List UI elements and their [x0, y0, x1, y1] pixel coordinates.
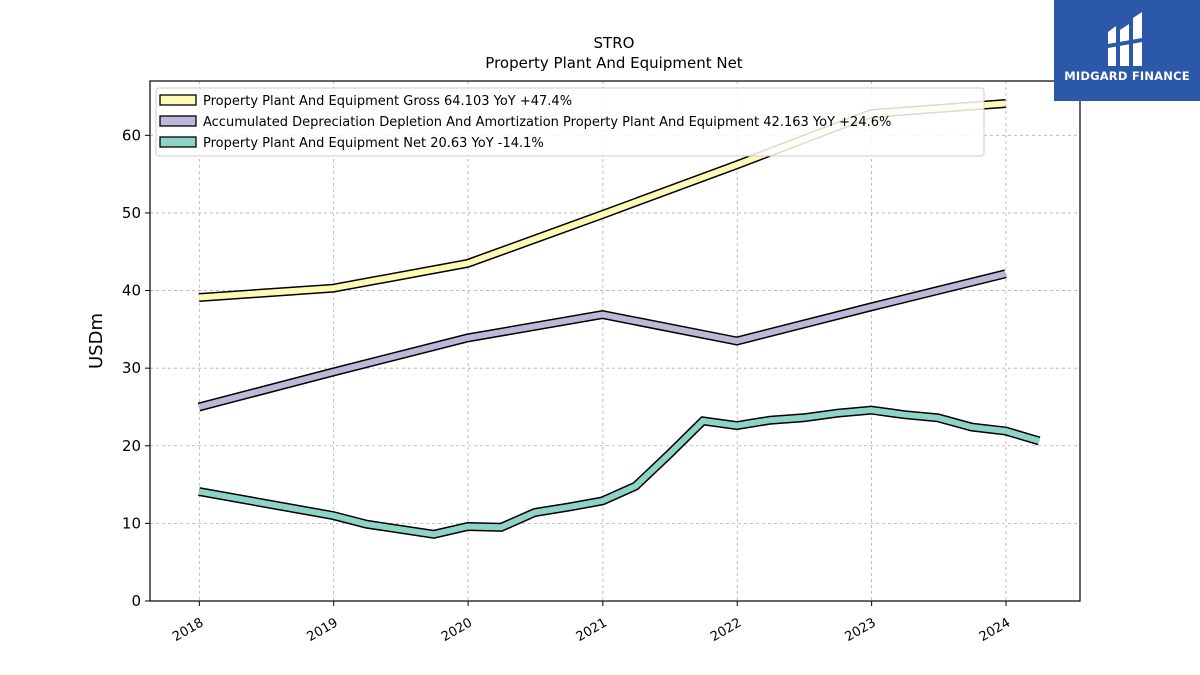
y-tick-label: 50	[122, 204, 141, 222]
y-tick-label: 60	[122, 126, 141, 144]
x-tick-label: 2022	[708, 615, 744, 645]
legend-label: Property Plant And Equipment Net 20.63 Y…	[203, 136, 544, 151]
series-line-1	[198, 270, 1007, 410]
y-tick-label: 40	[122, 282, 141, 300]
brand-name: MIDGARD FINANCE	[1064, 69, 1190, 83]
x-tick-label: 2021	[574, 615, 610, 645]
y-axis: 0 10 20 30 40 50 60	[122, 126, 150, 610]
series-outline-1	[197, 269, 1007, 412]
series-line-2	[198, 407, 1040, 538]
legend-swatch	[159, 115, 197, 127]
y-tick-label: 0	[131, 592, 141, 610]
y-tick-label: 30	[122, 359, 141, 377]
y-tick-label: 10	[122, 514, 141, 532]
x-tick-label: 2024	[977, 615, 1013, 645]
legend-box	[155, 87, 985, 157]
x-tick-label: 2023	[842, 615, 878, 645]
legend-swatch	[159, 136, 197, 148]
x-tick-label: 2020	[439, 615, 475, 645]
x-tick-label: 2018	[170, 615, 206, 645]
grid	[150, 81, 1080, 602]
y-tick-label: 20	[122, 437, 141, 455]
x-axis: 2018 2019 2020 2021 2022 2023 2024	[170, 601, 1013, 645]
legend-label: Accumulated Depreciation Depletion And A…	[203, 115, 891, 130]
y-axis-label: USDm	[86, 313, 107, 369]
legend-label: Property Plant And Equipment Gross 64.10…	[203, 94, 572, 109]
plot-frame	[149, 80, 1081, 602]
legend-swatch	[159, 94, 197, 106]
x-tick-label: 2019	[305, 615, 341, 645]
legend: Property Plant And Equipment Gross 64.10…	[155, 87, 985, 157]
chart-title: STRO	[594, 34, 635, 52]
brand-logo: MIDGARD FINANCE	[1054, 0, 1200, 101]
series-layer	[197, 99, 1041, 539]
chart-subtitle: Property Plant And Equipment Net	[485, 54, 742, 72]
midgard-logo-icon	[1108, 12, 1142, 66]
